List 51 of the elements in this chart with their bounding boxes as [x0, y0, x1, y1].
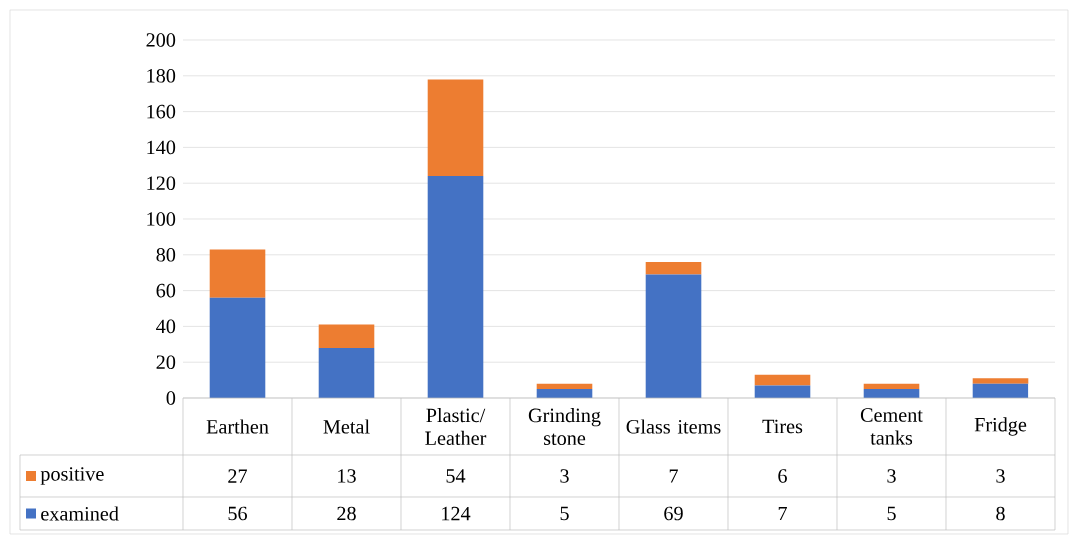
y-tick-label: 0: [166, 391, 176, 405]
y-tick-label: 200: [146, 33, 176, 47]
data-label: 5: [560, 506, 569, 521]
data-label: 3: [560, 469, 569, 483]
bar: [209, 297, 266, 398]
y-tick-label: 20: [156, 355, 176, 370]
data-label: 7: [669, 469, 678, 483]
x-tick-label: Tires: [762, 419, 803, 434]
bar: [427, 176, 484, 398]
bar: [972, 383, 1029, 398]
bar: [754, 385, 811, 398]
y-tick-label: 120: [147, 176, 176, 191]
bar: [645, 274, 702, 398]
x-tick-label: Glass items: [626, 419, 721, 434]
y-tick-label: 160: [147, 104, 176, 119]
legend-label: positive: [40, 467, 104, 485]
x-tick-label: Grinding stone: [528, 407, 601, 446]
y-tick-label: 180: [147, 69, 176, 83]
bar: [318, 324, 375, 348]
data-label: 8: [996, 506, 1005, 521]
y-tick-label: 80: [156, 248, 176, 262]
bar: [427, 79, 484, 177]
bar: [318, 347, 375, 398]
data-label: 3: [887, 469, 896, 483]
data-label: 124: [442, 506, 471, 521]
x-tick-label: Metal: [323, 419, 370, 434]
y-tick-label: 100: [147, 212, 176, 226]
data-label: 5: [887, 506, 896, 521]
bar: [536, 383, 593, 390]
data-label: 56: [228, 506, 248, 521]
y-tick-label: 60: [156, 283, 176, 298]
bar: [863, 383, 920, 390]
data-label: 13: [338, 469, 356, 483]
data-label: 3: [996, 469, 1005, 483]
x-tick-label: Plastic/Leather: [425, 407, 487, 446]
data-label: 28: [337, 506, 356, 521]
data-label: 69: [664, 506, 683, 521]
legend-label: examined: [41, 506, 119, 521]
data-label: 54: [446, 469, 466, 483]
x-tick-label: Cement tanks: [860, 408, 923, 445]
bar: [645, 261, 702, 275]
data-label: 6: [778, 469, 787, 483]
data-label: 7: [778, 506, 787, 521]
bar: [209, 249, 266, 298]
y-tick-label: 40: [156, 319, 176, 334]
bar: [754, 374, 811, 386]
data-label: 27: [228, 469, 248, 483]
bar: [972, 378, 1029, 384]
x-tick-label: Fridge: [974, 417, 1027, 436]
x-tick-label: Earthen: [206, 419, 269, 434]
y-tick-label: 140: [147, 140, 176, 155]
